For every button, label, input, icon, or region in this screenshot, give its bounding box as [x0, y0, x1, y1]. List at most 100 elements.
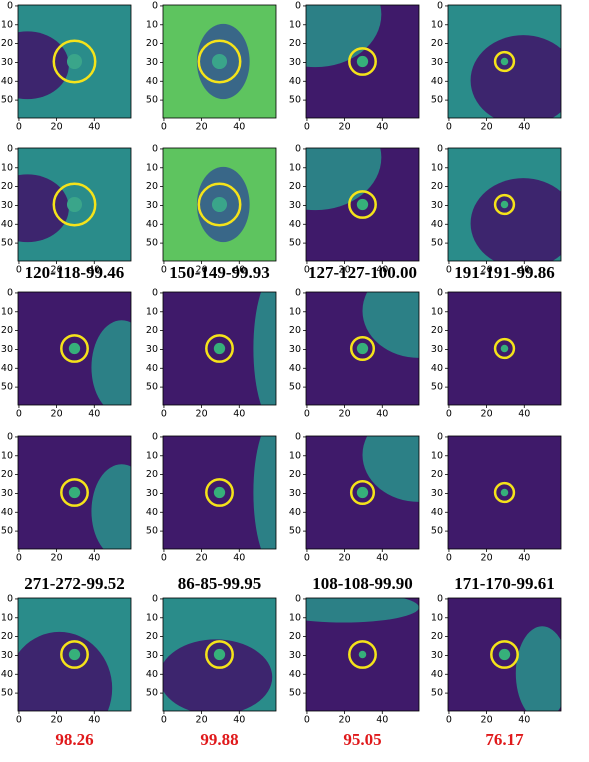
nodule [500, 200, 509, 209]
y-tick-label: 30 [1, 488, 13, 499]
x-tick-label: 40 [233, 122, 245, 133]
y-tick-label: 10 [431, 450, 443, 461]
y-tick-label: 50 [289, 688, 301, 699]
nodule [498, 648, 511, 661]
nodule [356, 198, 369, 211]
x-tick-label: 20 [339, 409, 351, 420]
y-tick-label: 20 [146, 181, 158, 192]
tissue-region [561, 414, 580, 433]
y-tick-label: 10 [431, 612, 443, 623]
x-tick-label: 20 [339, 122, 351, 133]
scan [448, 148, 561, 261]
image-panel: 0 10 20 30 40 50 0 20 40 [289, 143, 420, 276]
detection-ring [348, 190, 377, 219]
panel-frame [17, 435, 132, 550]
y-tick-label: 50 [431, 238, 443, 249]
y-tick-label: 40 [289, 507, 301, 518]
panel-frame [447, 147, 562, 262]
y-tick-label: 50 [289, 95, 301, 106]
tissue-region [561, 558, 580, 577]
scan [163, 598, 276, 711]
y-tick-label: 40 [289, 363, 301, 374]
y-tick-label: 40 [1, 76, 13, 87]
x-tick-label: 0 [304, 715, 310, 726]
y-tick-label: 50 [289, 238, 301, 249]
y-tick-label: 30 [431, 200, 443, 211]
x-tick-label: 0 [161, 715, 167, 726]
tissue-region [515, 626, 561, 711]
detection-ring [493, 481, 516, 504]
image-panel: 0 10 20 30 40 50 0 20 40 [1, 431, 132, 564]
detection-ring [205, 478, 234, 507]
detection-ring [348, 640, 377, 669]
x-tick-label: 40 [376, 265, 388, 276]
x-tick-label: 20 [196, 122, 208, 133]
image-panel: 0 10 20 30 40 50 0 20 40 [1, 287, 132, 420]
scan [306, 148, 419, 261]
y-tick-label: 30 [431, 344, 443, 355]
nodule [211, 53, 228, 70]
y-tick-label: 40 [431, 219, 443, 230]
y-tick-label: 30 [146, 200, 158, 211]
scan [163, 5, 276, 118]
scan [163, 436, 276, 549]
panel-frame [17, 597, 132, 712]
y-tick-label: 20 [431, 631, 443, 642]
y-tick-label: 40 [289, 76, 301, 87]
y-tick-label: 0 [437, 431, 443, 442]
y-tick-label: 30 [146, 344, 158, 355]
x-tick-label: 0 [304, 409, 310, 420]
detection-ring [60, 478, 89, 507]
y-tick-label: 30 [1, 57, 13, 68]
x-tick-label: 0 [16, 553, 22, 564]
y-tick-label: 30 [146, 650, 158, 661]
y-tick-label: 10 [146, 19, 158, 30]
y-tick-label: 0 [295, 593, 301, 604]
score-label: 76.17 [485, 730, 524, 749]
detection-ring [52, 39, 97, 84]
x-tick-label: 0 [446, 122, 452, 133]
tissue-region [362, 292, 419, 358]
scan [306, 436, 419, 549]
y-tick-label: 30 [289, 488, 301, 499]
y-tick-label: 20 [289, 325, 301, 336]
nodule [66, 53, 83, 70]
y-tick-label: 50 [431, 526, 443, 537]
y-tick-label: 20 [289, 38, 301, 49]
x-tick-label: 20 [196, 409, 208, 420]
y-tick-label: 20 [1, 469, 13, 480]
panel-frame [162, 597, 277, 712]
y-tick-label: 0 [295, 0, 301, 11]
y-tick-label: 20 [431, 325, 443, 336]
x-tick-label: 0 [161, 265, 167, 276]
score-label: 98.26 [55, 730, 93, 749]
detection-ring [197, 39, 242, 84]
x-tick-label: 20 [51, 265, 63, 276]
nodule [68, 648, 81, 661]
y-tick-label: 10 [289, 19, 301, 30]
image-panel: 0 10 20 30 40 50 0 20 40 [1, 0, 132, 133]
panel-frame [162, 291, 277, 406]
y-tick-label: 20 [431, 38, 443, 49]
y-tick-label: 0 [437, 593, 443, 604]
image-panel: 0 10 20 30 40 50 0 20 40 [289, 431, 420, 564]
x-tick-label: 20 [196, 553, 208, 564]
y-tick-label: 10 [1, 162, 13, 173]
y-tick-label: 40 [431, 507, 443, 518]
x-tick-label: 40 [518, 553, 530, 564]
x-tick-label: 40 [518, 409, 530, 420]
panel-frame [447, 4, 562, 119]
x-tick-label: 20 [481, 715, 493, 726]
scan [18, 148, 131, 261]
x-tick-label: 0 [16, 265, 22, 276]
x-tick-label: 0 [16, 715, 22, 726]
x-tick-label: 0 [446, 715, 452, 726]
y-tick-label: 10 [1, 450, 13, 461]
nodule [213, 486, 226, 499]
y-tick-label: 30 [289, 650, 301, 661]
nodule [356, 486, 369, 499]
x-tick-label: 0 [446, 265, 452, 276]
y-tick-label: 20 [146, 38, 158, 49]
y-tick-label: 30 [289, 344, 301, 355]
y-tick-label: 0 [437, 143, 443, 154]
